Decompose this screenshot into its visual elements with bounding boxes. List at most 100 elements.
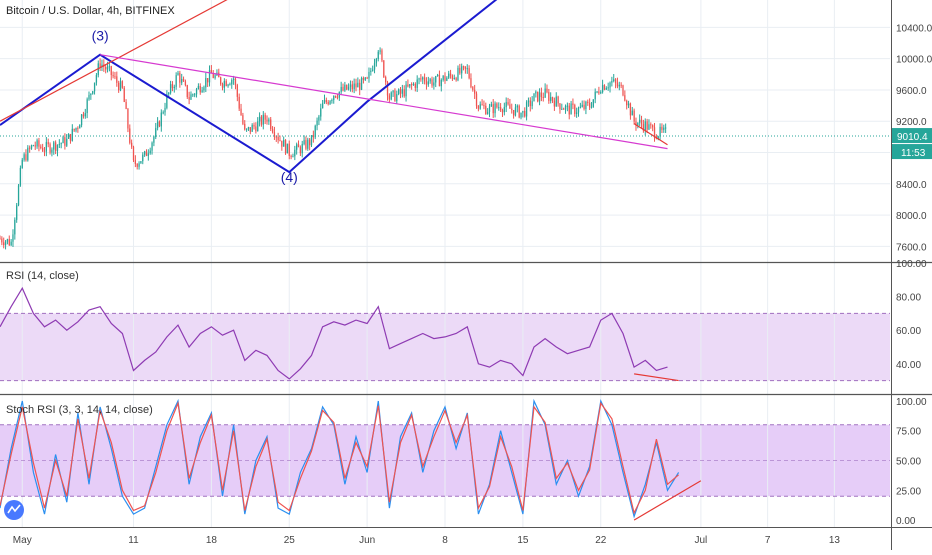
candle-body-218 bbox=[403, 89, 405, 97]
candle-body-182 bbox=[336, 97, 339, 99]
candle-body-47 bbox=[86, 99, 88, 114]
candle-body-142 bbox=[262, 114, 264, 125]
candle-body-351 bbox=[650, 124, 652, 126]
candle-body-216 bbox=[399, 89, 402, 94]
candle-body-23 bbox=[41, 147, 44, 152]
candle-body-333 bbox=[616, 82, 619, 87]
candle-body-92 bbox=[169, 84, 172, 93]
rsi-title: RSI (14, close) bbox=[6, 270, 79, 282]
candle-body-67 bbox=[123, 87, 125, 102]
candle-body-258 bbox=[477, 105, 480, 109]
candle-body-229 bbox=[423, 77, 426, 82]
countdown-tag bbox=[892, 144, 932, 160]
candle-body-162 bbox=[299, 147, 302, 154]
candle-body-159 bbox=[294, 149, 296, 157]
candle-body-337 bbox=[624, 95, 626, 101]
rsi-axis-tick-1: 60.00 bbox=[896, 326, 921, 337]
candle-body-348 bbox=[644, 121, 646, 131]
candle-body-226 bbox=[418, 78, 420, 80]
candle-body-29 bbox=[53, 142, 55, 150]
candle-body-52 bbox=[95, 75, 98, 83]
candle-body-282 bbox=[522, 110, 524, 113]
candle-body-45 bbox=[82, 114, 85, 117]
candle-body-235 bbox=[435, 76, 437, 83]
candle-body-193 bbox=[357, 82, 359, 88]
candle-body-178 bbox=[329, 100, 331, 105]
candle-body-268 bbox=[496, 103, 498, 108]
candle-body-223 bbox=[412, 83, 415, 86]
stoch-axis-tick-0: 0.00 bbox=[896, 516, 916, 527]
candle-body-124 bbox=[229, 84, 231, 86]
candle-body-309 bbox=[572, 103, 574, 106]
candle-body-209 bbox=[386, 82, 389, 96]
candle-body-89 bbox=[164, 107, 166, 113]
candle-body-332 bbox=[614, 79, 617, 83]
candles-group bbox=[0, 47, 667, 250]
date-axis-tick-3: 25 bbox=[284, 535, 296, 546]
candle-body-204 bbox=[377, 51, 379, 60]
candle-body-125 bbox=[231, 79, 233, 85]
candle-body-169 bbox=[312, 135, 315, 138]
candle-body-99 bbox=[182, 78, 185, 82]
candle-body-50 bbox=[92, 91, 94, 94]
price-axis-tick-0: 7600.0 bbox=[896, 242, 927, 253]
candle-body-58 bbox=[106, 66, 109, 70]
date-axis-tick-7: 22 bbox=[595, 535, 607, 546]
candle-body-49 bbox=[90, 93, 92, 96]
candle-body-170 bbox=[314, 125, 316, 138]
candle-body-77 bbox=[142, 154, 144, 162]
candle-body-57 bbox=[105, 66, 107, 70]
candle-body-112 bbox=[207, 78, 209, 83]
candle-body-255 bbox=[472, 87, 474, 90]
candle-body-230 bbox=[425, 81, 428, 85]
candle-body-352 bbox=[652, 125, 654, 128]
candle-body-84 bbox=[155, 128, 157, 137]
wave-label-1: (4) bbox=[281, 169, 298, 185]
candle-body-283 bbox=[524, 110, 526, 117]
candle-body-94 bbox=[173, 86, 175, 89]
candle-body-113 bbox=[208, 70, 211, 83]
candle-body-292 bbox=[540, 92, 543, 98]
candle-body-128 bbox=[236, 85, 238, 97]
candle-body-248 bbox=[459, 67, 461, 74]
candle-body-307 bbox=[568, 105, 570, 115]
date-axis-tick-10: 13 bbox=[829, 535, 841, 546]
candle-body-171 bbox=[316, 120, 318, 126]
candle-body-203 bbox=[375, 59, 378, 64]
candle-body-43 bbox=[79, 125, 81, 129]
candle-body-349 bbox=[646, 121, 648, 130]
candle-body-259 bbox=[479, 104, 481, 109]
candle-body-61 bbox=[112, 75, 114, 77]
candle-body-85 bbox=[156, 121, 159, 129]
candle-body-289 bbox=[535, 91, 537, 94]
date-axis-tick-6: 15 bbox=[517, 535, 529, 546]
candle-body-127 bbox=[234, 78, 237, 86]
candle-body-175 bbox=[323, 100, 326, 104]
candle-body-138 bbox=[255, 126, 257, 132]
candle-body-8 bbox=[14, 219, 16, 235]
candle-body-198 bbox=[366, 77, 368, 79]
price-axis-tick-1: 8000.0 bbox=[896, 211, 927, 222]
candle-body-83 bbox=[153, 136, 155, 143]
candle-body-60 bbox=[110, 66, 112, 76]
candle-body-126 bbox=[232, 78, 235, 80]
candle-body-341 bbox=[631, 110, 633, 116]
candle-body-254 bbox=[470, 78, 472, 88]
chart-title: Bitcoin / U.S. Dollar, 4h, BITFINEX bbox=[6, 5, 175, 17]
candle-body-93 bbox=[171, 84, 174, 89]
candle-body-320 bbox=[592, 99, 594, 107]
candle-body-211 bbox=[390, 92, 392, 100]
candle-body-263 bbox=[486, 111, 489, 115]
candle-body-272 bbox=[503, 107, 505, 113]
candle-body-189 bbox=[349, 84, 352, 87]
logo-glyph bbox=[7, 504, 21, 514]
candle-body-68 bbox=[125, 101, 127, 109]
candle-body-102 bbox=[188, 97, 190, 100]
candle-body-121 bbox=[223, 81, 226, 88]
candle-body-161 bbox=[297, 144, 300, 148]
rsi-divergence-line bbox=[634, 373, 679, 382]
candle-body-105 bbox=[194, 94, 196, 96]
candle-body-273 bbox=[505, 102, 507, 108]
